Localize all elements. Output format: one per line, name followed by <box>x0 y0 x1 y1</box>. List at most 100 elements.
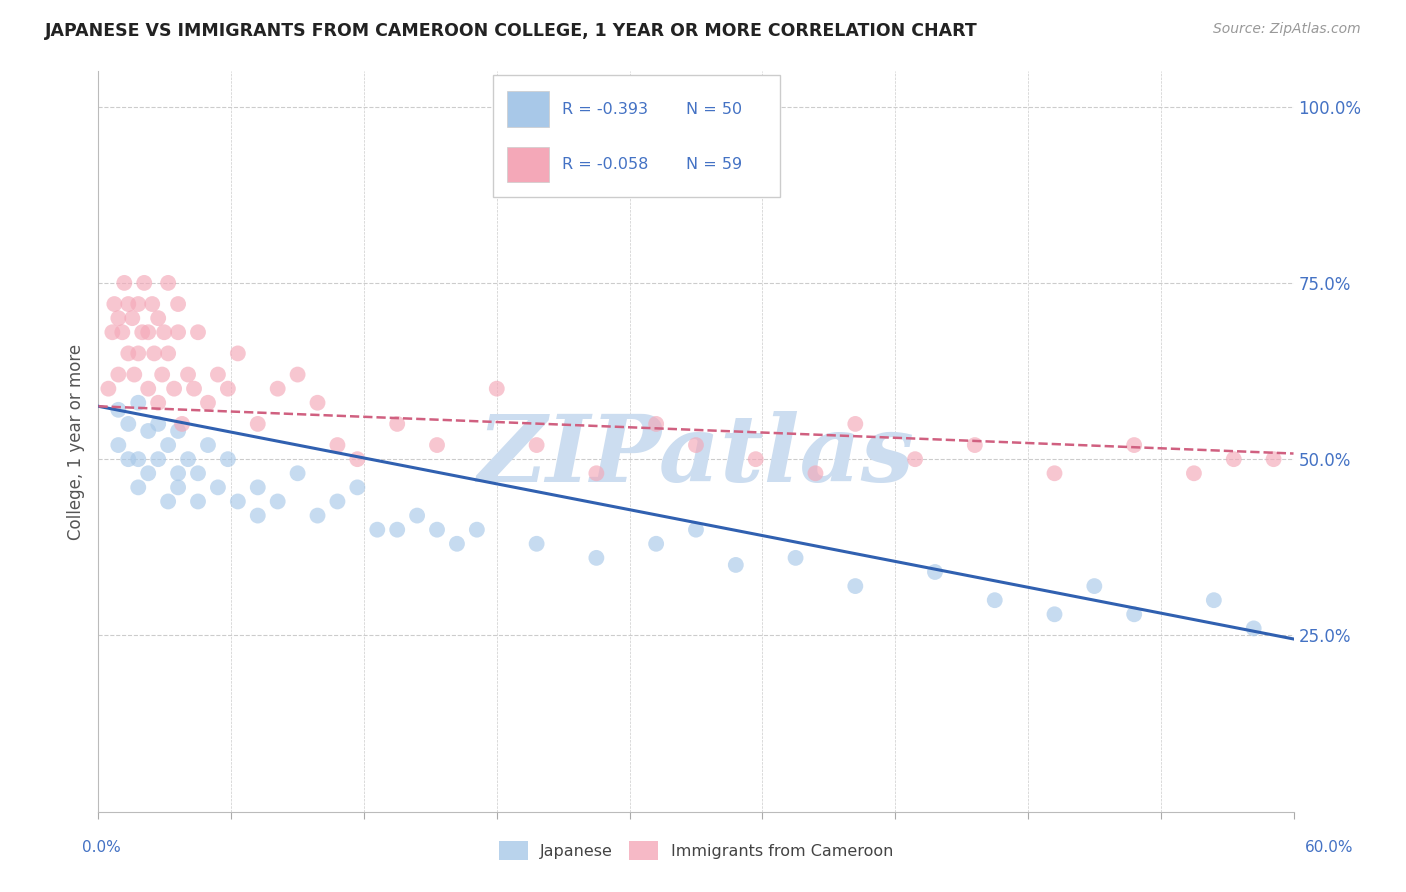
Point <box>426 523 449 537</box>
Point <box>984 593 1007 607</box>
Point <box>1083 579 1105 593</box>
Point <box>346 480 368 494</box>
Point <box>167 424 190 438</box>
Point <box>148 396 170 410</box>
Point <box>267 494 290 508</box>
Point <box>101 325 124 339</box>
Text: R = -0.058: R = -0.058 <box>562 157 648 172</box>
Point <box>346 452 368 467</box>
Point <box>197 396 219 410</box>
Point <box>217 382 239 396</box>
Point <box>406 508 429 523</box>
Point <box>136 382 159 396</box>
Point <box>157 494 180 508</box>
Point <box>153 325 176 339</box>
Text: JAPANESE VS IMMIGRANTS FROM CAMEROON COLLEGE, 1 YEAR OR MORE CORRELATION CHART: JAPANESE VS IMMIGRANTS FROM CAMEROON COL… <box>45 22 977 40</box>
Point <box>111 325 134 339</box>
Point <box>127 452 149 467</box>
Point <box>167 297 190 311</box>
Point <box>924 565 946 579</box>
Point <box>226 494 249 508</box>
Point <box>157 438 180 452</box>
Point <box>207 368 229 382</box>
Point <box>136 424 159 438</box>
Point <box>366 523 388 537</box>
Point <box>485 382 508 396</box>
Point <box>385 523 409 537</box>
Point <box>645 417 668 431</box>
Point <box>267 382 290 396</box>
FancyBboxPatch shape <box>494 75 780 197</box>
Point <box>157 276 180 290</box>
Text: 0.0%: 0.0% <box>82 840 121 855</box>
Point <box>207 480 229 494</box>
Point <box>287 368 309 382</box>
Point <box>844 579 866 593</box>
Point <box>785 550 807 565</box>
Point <box>645 537 668 551</box>
Point <box>167 467 190 481</box>
Point <box>148 417 170 431</box>
Point <box>1243 621 1265 635</box>
Point <box>804 467 827 481</box>
Y-axis label: College, 1 year or more: College, 1 year or more <box>66 343 84 540</box>
Point <box>226 346 249 360</box>
Point <box>141 297 163 311</box>
Point <box>963 438 986 452</box>
Point <box>385 417 409 431</box>
Point <box>127 297 149 311</box>
Point <box>246 508 269 523</box>
Point <box>107 311 129 326</box>
Point <box>157 346 180 360</box>
Point <box>526 537 548 551</box>
Point <box>1182 467 1205 481</box>
Point <box>172 417 194 431</box>
Point <box>148 311 170 326</box>
Point <box>150 368 173 382</box>
Point <box>326 438 349 452</box>
Point <box>685 523 707 537</box>
Point <box>1123 607 1146 622</box>
Point <box>246 480 269 494</box>
Point <box>724 558 747 572</box>
Point <box>465 523 488 537</box>
Point <box>136 467 159 481</box>
Point <box>163 382 186 396</box>
Point <box>167 325 190 339</box>
Point <box>1043 467 1066 481</box>
Point <box>112 276 135 290</box>
Point <box>143 346 166 360</box>
Point <box>585 467 607 481</box>
Point <box>107 368 129 382</box>
Point <box>177 368 200 382</box>
Point <box>526 438 548 452</box>
Text: Source: ZipAtlas.com: Source: ZipAtlas.com <box>1213 22 1361 37</box>
Legend: Japanese, Immigrants from Cameroon: Japanese, Immigrants from Cameroon <box>492 834 900 867</box>
Point <box>136 325 159 339</box>
Point <box>1263 452 1285 467</box>
Point <box>426 438 449 452</box>
Point <box>127 396 149 410</box>
Point <box>107 402 129 417</box>
Point <box>103 297 125 311</box>
Point <box>844 417 866 431</box>
Point <box>124 368 146 382</box>
Point <box>1202 593 1225 607</box>
Point <box>117 346 139 360</box>
Point <box>1223 452 1246 467</box>
Point <box>187 325 209 339</box>
Point <box>287 467 309 481</box>
Point <box>117 417 139 431</box>
Point <box>1043 607 1066 622</box>
Point <box>134 276 156 290</box>
Point <box>1123 438 1146 452</box>
Point <box>187 494 209 508</box>
Point <box>246 417 269 431</box>
Point <box>127 480 149 494</box>
Point <box>745 452 768 467</box>
Point <box>121 311 143 326</box>
Bar <box>508 147 548 183</box>
Point <box>685 438 707 452</box>
Point <box>217 452 239 467</box>
Point <box>183 382 205 396</box>
